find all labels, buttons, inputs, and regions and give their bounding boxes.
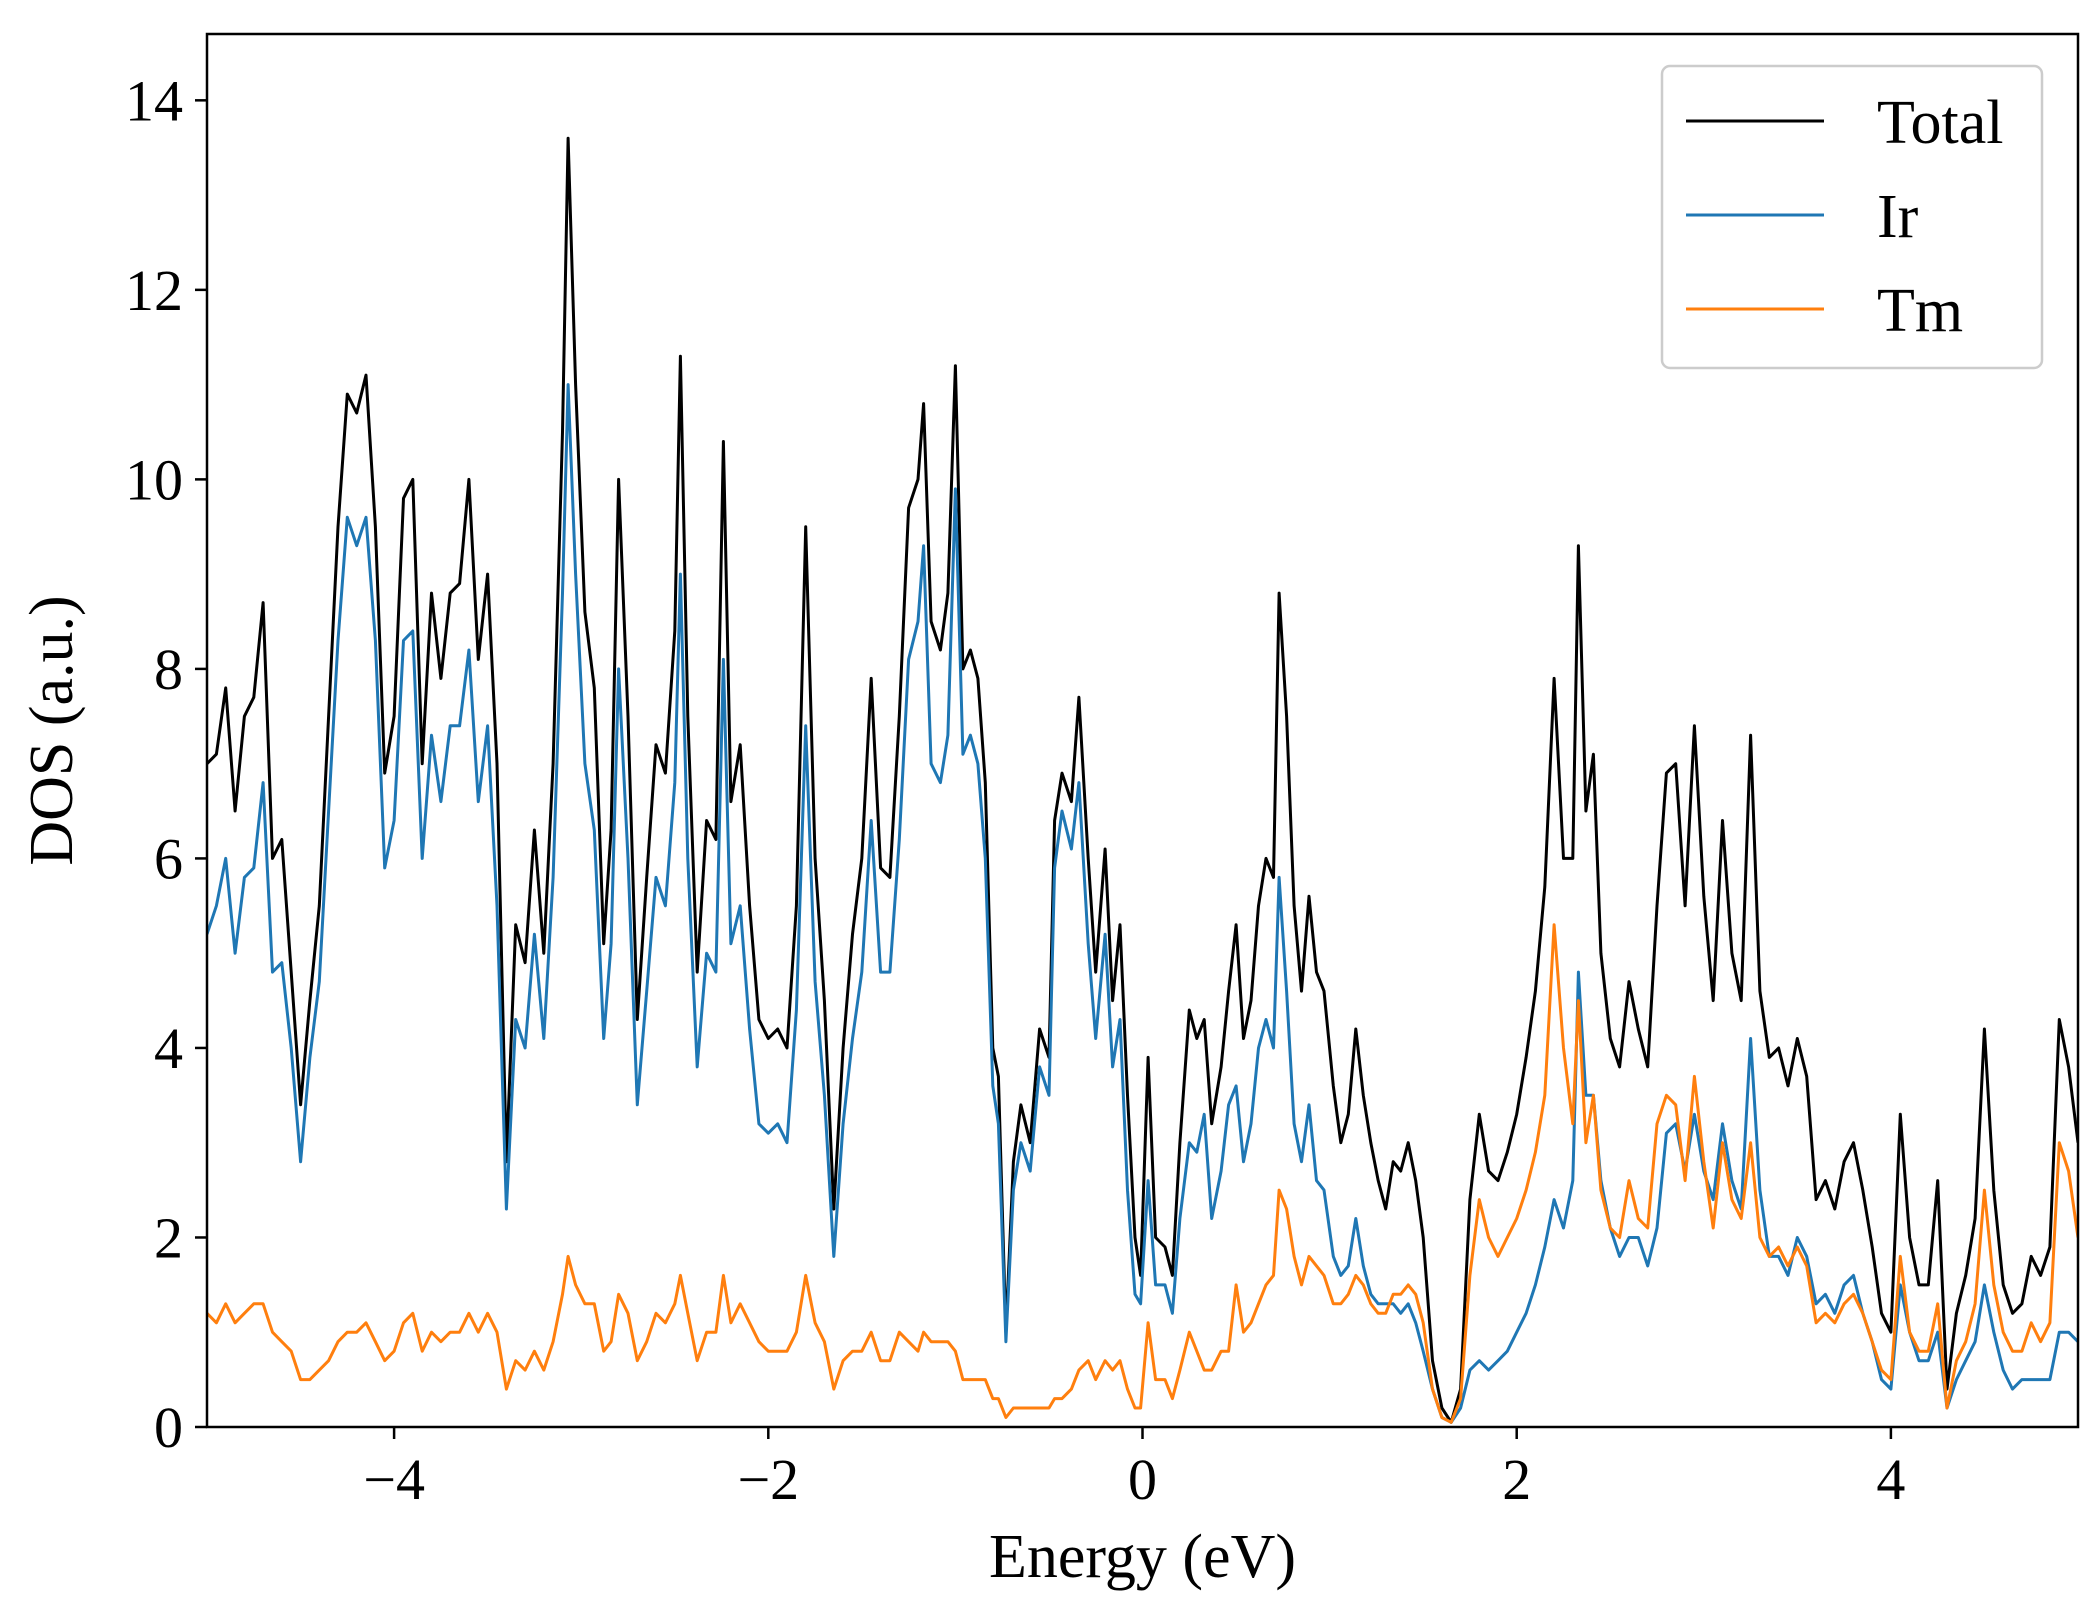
plot-lines <box>207 136 2078 1424</box>
y-ticks: 0 2 4 6 8 10 12 14 <box>125 68 207 1460</box>
x-axis-label: Energy (eV) <box>989 1523 1296 1591</box>
series-line-ir <box>207 383 2078 1424</box>
x-tick-label: 2 <box>1502 1447 1531 1512</box>
x-tick-label: −4 <box>363 1447 425 1512</box>
legend-box <box>1660 64 2044 370</box>
plot-frame <box>205 32 2080 1429</box>
y-tick-label: 0 <box>154 1395 183 1460</box>
legend: Total Ir Tm <box>1660 64 2044 370</box>
y-tick-label: 6 <box>154 826 183 891</box>
x-tick-label: 0 <box>1128 1447 1157 1512</box>
x-tick-label: −2 <box>737 1447 799 1512</box>
y-axis-label: DOS (a.u.) <box>18 595 86 865</box>
y-tick-label: 4 <box>154 1016 183 1081</box>
legend-label-tm: Tm <box>1877 277 1963 345</box>
y-tick-label: 8 <box>154 637 183 702</box>
legend-entries: Total Ir Tm <box>1686 89 2004 345</box>
y-tick-label: 2 <box>154 1205 183 1270</box>
y-tick-label: 14 <box>125 68 183 133</box>
y-tick-label: 12 <box>125 258 183 323</box>
legend-label-ir: Ir <box>1877 183 1919 251</box>
x-ticks: −4 −2 0 2 4 <box>363 1427 1905 1512</box>
y-tick-label: 10 <box>125 447 183 512</box>
x-tick-label: 4 <box>1876 1447 1905 1512</box>
series-line-tm <box>207 923 2078 1424</box>
series-line-total <box>207 136 2078 1424</box>
legend-label-total: Total <box>1877 89 2004 157</box>
